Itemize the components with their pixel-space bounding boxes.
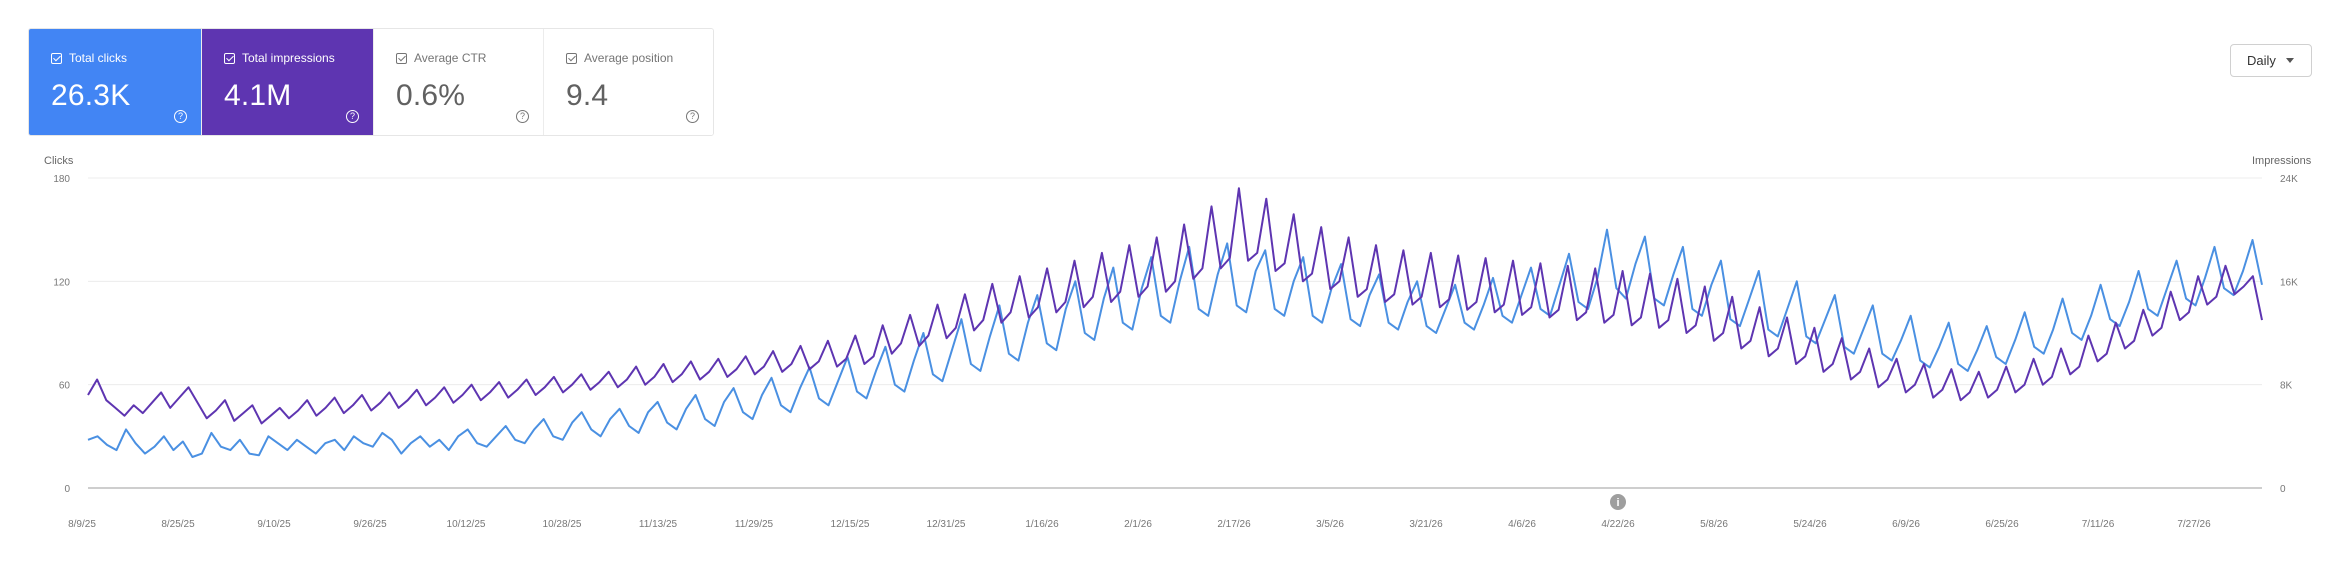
average-position-label: Average position [584, 51, 674, 65]
total-impressions-line [87, 187, 2263, 425]
average-position-card[interactable]: Average position 9.4 ? [543, 29, 713, 135]
total-clicks-label: Total clicks [69, 51, 128, 65]
total-clicks-value: 26.3K [51, 79, 131, 112]
left-axis-tick: 60 [59, 381, 71, 392]
average-ctr-header: Average CTR [396, 51, 543, 65]
help-icon[interactable]: ? [346, 110, 359, 123]
x-axis-tick: 7/27/26 [2177, 519, 2211, 530]
left-axis-tick: 180 [53, 174, 70, 185]
dropdown-arrow-icon [2285, 58, 2294, 63]
granularity-label: Daily [2247, 53, 2276, 68]
checkbox-icon [396, 52, 407, 64]
annotation-icon [1610, 494, 1626, 510]
help-icon[interactable]: ? [686, 110, 699, 123]
x-axis-tick: 9/26/25 [353, 519, 387, 530]
granularity-dropdown[interactable]: Daily [2230, 44, 2312, 77]
x-axis-tick: 8/25/25 [161, 519, 195, 530]
x-axis-tick: 1/16/26 [1025, 519, 1059, 530]
total-clicks-card[interactable]: Total clicks 26.3K ? [29, 29, 201, 135]
total-impressions-header: Total impressions [224, 51, 373, 65]
x-axis-tick: 2/17/26 [1217, 519, 1251, 530]
x-axis-tick: 12/31/25 [927, 519, 966, 530]
right-axis-tick: 24K [2280, 174, 2298, 185]
x-axis-tick: 12/15/25 [831, 519, 870, 530]
average-ctr-label: Average CTR [414, 51, 487, 65]
checkbox-checked-icon [224, 52, 235, 64]
total-impressions-label: Total impressions [242, 51, 335, 65]
average-ctr-card[interactable]: Average CTR 0.6% ? [373, 29, 543, 135]
x-axis-tick: 11/29/25 [735, 519, 774, 530]
left-axis-tick: 0 [64, 484, 70, 495]
x-axis-tick: 6/9/26 [1892, 519, 1920, 530]
annotation-label: i [1616, 497, 1619, 509]
x-axis-tick: 5/24/26 [1793, 519, 1827, 530]
average-ctr-value: 0.6% [396, 79, 466, 112]
left-axis-title: Clicks [44, 155, 74, 167]
help-icon[interactable]: ? [174, 110, 187, 123]
x-axis-tick: 5/8/26 [1700, 519, 1728, 530]
x-axis-tick: 3/21/26 [1409, 519, 1443, 530]
x-axis-tick: 4/6/26 [1508, 519, 1536, 530]
x-axis-tick: 2/1/26 [1124, 519, 1152, 530]
x-axis-tick: 8/9/25 [68, 519, 96, 530]
x-axis-tick: 3/5/26 [1316, 519, 1344, 530]
checkbox-checked-icon [51, 52, 62, 64]
right-axis-title: Impressions [2252, 155, 2312, 167]
average-position-value: 9.4 [566, 79, 609, 112]
x-axis-tick: 9/10/25 [257, 519, 291, 530]
x-axis-tick: 7/11/26 [2082, 519, 2115, 530]
total-clicks-header: Total clicks [51, 51, 201, 65]
x-axis-tick: 10/28/25 [543, 519, 582, 530]
total-impressions-value: 4.1M [224, 79, 292, 112]
x-axis-tick: 6/25/26 [1985, 519, 2019, 530]
checkbox-icon [566, 52, 577, 64]
metric-cards: Total clicks 26.3K ? Total impressions 4… [28, 28, 714, 136]
total-clicks-line [87, 228, 2263, 458]
x-axis-tick: 4/22/26 [1601, 519, 1635, 530]
x-axis-tick: 11/13/25 [639, 519, 678, 530]
help-icon[interactable]: ? [516, 110, 529, 123]
right-axis-tick: 8K [2280, 381, 2293, 392]
right-axis-tick: 16K [2280, 277, 2298, 288]
average-position-header: Average position [566, 51, 713, 65]
right-axis-tick: 0 [2280, 484, 2286, 495]
total-impressions-card[interactable]: Total impressions 4.1M ? [201, 29, 373, 135]
x-axis-tick: 10/12/25 [447, 519, 486, 530]
left-axis-tick: 120 [53, 277, 70, 288]
